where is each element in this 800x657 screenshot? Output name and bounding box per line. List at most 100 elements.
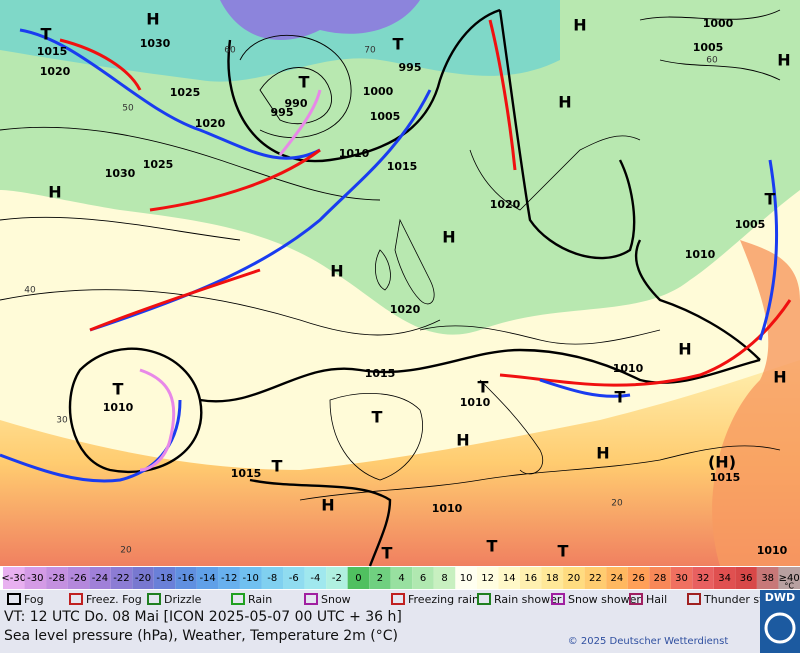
isobar-label: 990 [285, 97, 308, 110]
symbol-label: Freezing rain [408, 593, 479, 606]
latitude-label: 70 [364, 46, 376, 56]
isobars-minor [0, 9, 781, 336]
pressure-center: H [146, 10, 159, 29]
symbol-icon [7, 593, 21, 605]
scale-label: -8 [267, 573, 277, 584]
scale-cell [649, 567, 671, 589]
copyright: © 2025 Deutscher Wetterdienst [568, 636, 729, 647]
symbol-label: Rain shower [494, 593, 562, 606]
symbol-label: Rain [248, 593, 272, 606]
scale-cell [283, 567, 305, 589]
pressure-center: H [773, 368, 786, 387]
isobar-label: 1020 [195, 117, 226, 130]
isobar-label: 1000 [363, 85, 394, 98]
pressure-center: H [321, 496, 334, 515]
latitude-label: 30 [56, 416, 68, 426]
scale-cell [390, 567, 413, 589]
fronts [0, 19, 792, 483]
scale-label: 26 [632, 573, 645, 584]
scale-label: -20 [135, 573, 151, 584]
scale-unit: °C [784, 582, 794, 591]
scale-cell [3, 567, 25, 589]
scale-cell [67, 567, 90, 589]
pressure-center: T [113, 380, 124, 399]
scale-cell [347, 567, 370, 589]
scale-cell [369, 567, 391, 589]
scale-label: ≥40 [779, 573, 800, 584]
isobar-label: 1005 [693, 41, 724, 54]
pressure-center: H [48, 183, 61, 202]
coastlines [299, 135, 781, 501]
scale-label: -28 [49, 573, 65, 584]
symbol-icon [629, 593, 643, 605]
scale-cell [326, 567, 348, 589]
latitude-label: 40 [24, 286, 36, 296]
symbol-icon [477, 593, 491, 605]
isobar-label: 1025 [170, 86, 201, 99]
scale-cell [261, 567, 284, 589]
scale-cell [110, 567, 133, 589]
scale-label: 24 [611, 573, 624, 584]
symbol-icon [304, 593, 318, 605]
isobar-label: 1010 [339, 147, 370, 160]
scale-label: 16 [524, 573, 537, 584]
isobar-label: 1020 [390, 303, 421, 316]
symbol-icon [551, 593, 565, 605]
scale-cell [606, 567, 628, 589]
scale-cell [304, 567, 327, 589]
map: 1015 1030 1020 1025 1020 1025 1030 990 9… [0, 0, 800, 567]
pressure-center: H [777, 51, 790, 70]
pressure-center: H [678, 340, 691, 359]
latitude-label: 60 [706, 56, 718, 66]
symbol-icon [687, 593, 701, 605]
symbol-icon [391, 593, 405, 605]
isobar-label: 1010 [685, 248, 716, 261]
latitude-label: 50 [122, 104, 134, 114]
isobar-label: 1015 [387, 160, 418, 173]
scale-cell [498, 567, 520, 589]
scale-label: 36 [740, 573, 753, 584]
isobar-label: 995 [271, 106, 294, 119]
pressure-center: T [558, 542, 569, 561]
scale-cell [24, 567, 47, 589]
isobar-label: 1015 [710, 471, 741, 484]
symbol-icon [69, 593, 83, 605]
isobar-labels: 1015 1030 1020 1025 1020 1025 1030 990 9… [37, 17, 788, 557]
temperature-area-cold [0, 0, 560, 82]
scale-cell [175, 567, 197, 589]
pressure-center: T [615, 388, 626, 407]
logo-text: DWD [765, 591, 795, 604]
scale-label: 10 [460, 573, 473, 584]
scale-label: 6 [420, 573, 426, 584]
scale-label: -14 [199, 573, 215, 584]
scale-label: 12 [481, 573, 494, 584]
scale-label: -12 [221, 573, 237, 584]
isobar-label: 1030 [140, 37, 171, 50]
isobar-label: 1015 [37, 45, 68, 58]
scale-cell [713, 567, 736, 589]
symbol-label: Drizzle [164, 593, 202, 606]
scale-label: 34 [718, 573, 731, 584]
scale-cell [692, 567, 714, 589]
isobar-label: 1020 [490, 198, 521, 211]
latitude-label: 60 [224, 46, 236, 56]
scale-label: -26 [70, 573, 86, 584]
isobar-label: 1005 [370, 110, 401, 123]
latitude-label: 20 [120, 546, 132, 556]
pressure-center: H [596, 444, 609, 463]
isobar-label: 1010 [460, 396, 491, 409]
latitude-label: 20 [611, 499, 623, 509]
description: Sea level pressure (hPa), Weather, Tempe… [4, 628, 398, 644]
pressure-center: T [393, 35, 404, 54]
scale-cell [455, 567, 477, 589]
isobar-label: 1000 [703, 17, 734, 30]
scale-cell [756, 567, 779, 589]
temperature-area-very-cold [220, 0, 420, 40]
scale-label: -22 [113, 573, 129, 584]
isobar-label: 1020 [40, 65, 71, 78]
scale-cell [89, 567, 111, 589]
scale-label: -16 [178, 573, 194, 584]
scale-label: 2 [377, 573, 383, 584]
pressure-center: H [558, 93, 571, 112]
